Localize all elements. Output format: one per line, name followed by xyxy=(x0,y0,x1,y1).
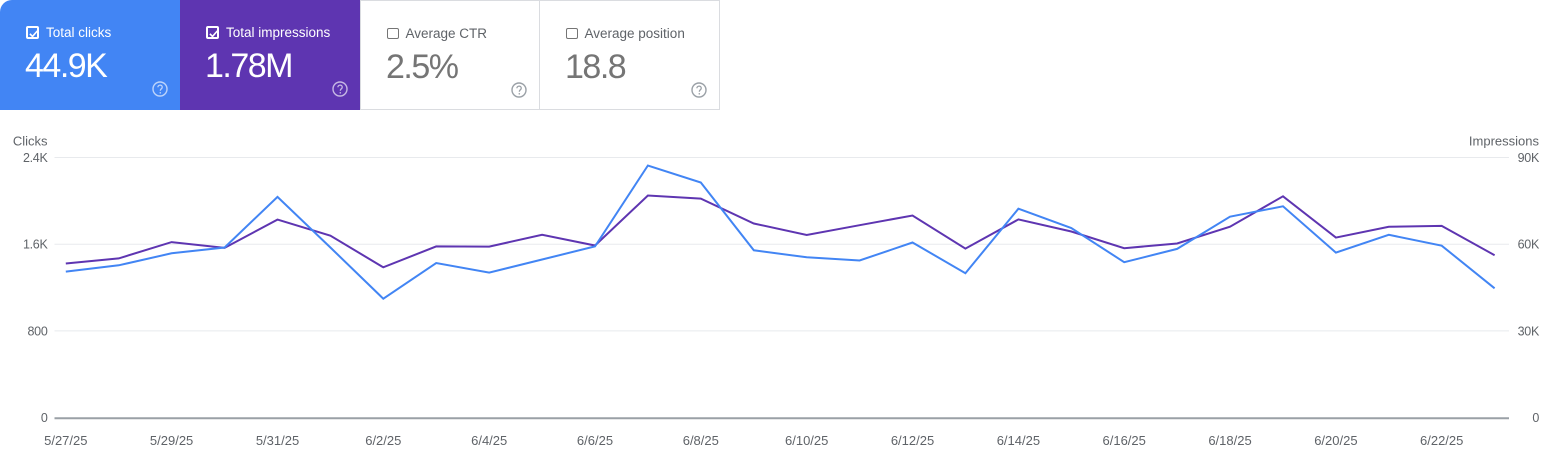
svg-text:Clicks: Clicks xyxy=(13,134,48,149)
svg-text:1.6K: 1.6K xyxy=(23,238,48,252)
svg-text:6/2/25: 6/2/25 xyxy=(365,433,401,448)
svg-text:5/27/25: 5/27/25 xyxy=(44,433,87,448)
svg-text:6/14/25: 6/14/25 xyxy=(997,433,1040,448)
svg-text:6/18/25: 6/18/25 xyxy=(1208,433,1251,448)
svg-text:5/31/25: 5/31/25 xyxy=(256,433,299,448)
svg-text:6/16/25: 6/16/25 xyxy=(1103,433,1146,448)
svg-text:2.4K: 2.4K xyxy=(23,151,48,165)
svg-text:90K: 90K xyxy=(1518,151,1540,165)
svg-text:800: 800 xyxy=(28,324,48,338)
svg-text:60K: 60K xyxy=(1518,238,1540,252)
svg-text:6/4/25: 6/4/25 xyxy=(471,433,507,448)
svg-text:30K: 30K xyxy=(1518,324,1540,338)
svg-text:5/29/25: 5/29/25 xyxy=(150,433,193,448)
svg-text:6/10/25: 6/10/25 xyxy=(785,433,828,448)
svg-text:0: 0 xyxy=(1532,411,1539,425)
svg-text:6/20/25: 6/20/25 xyxy=(1314,433,1357,448)
svg-text:0: 0 xyxy=(41,411,48,425)
svg-text:6/6/25: 6/6/25 xyxy=(577,433,613,448)
svg-text:6/8/25: 6/8/25 xyxy=(683,433,719,448)
svg-text:6/22/25: 6/22/25 xyxy=(1420,433,1463,448)
svg-text:6/12/25: 6/12/25 xyxy=(891,433,934,448)
svg-text:Impressions: Impressions xyxy=(1469,134,1540,149)
